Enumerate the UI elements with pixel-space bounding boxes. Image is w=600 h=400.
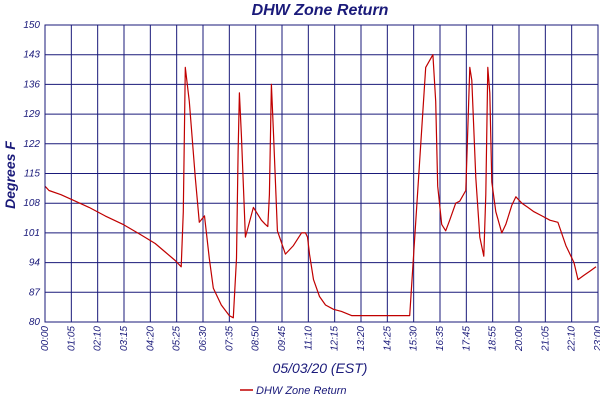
x-tick-label: 09:45 — [277, 326, 288, 351]
y-tick-label: 115 — [24, 169, 40, 180]
plot-frame — [44, 24, 599, 323]
x-tick-label: 08:50 — [251, 326, 262, 351]
x-tick-label: 11:10 — [303, 326, 314, 351]
x-tick-label: 14:25 — [382, 326, 393, 351]
x-tick-label: 12:15 — [330, 326, 341, 351]
x-tick-label: 20:00 — [514, 326, 525, 352]
x-tick-labels: 00:00 01:05 02:10 03:15 04:20 05:25 06:30 07:35… — [40, 326, 600, 352]
grid — [44, 24, 599, 323]
y-tick-label: 108 — [23, 198, 40, 209]
y-tick-label: 101 — [23, 228, 40, 239]
y-tick-label: 80 — [29, 317, 41, 328]
y-tick-label: 136 — [23, 79, 40, 90]
x-tick-label: 13:20 — [356, 326, 367, 351]
x-tick-label: 18:55 — [488, 326, 499, 351]
x-tick-label: 05:25 — [172, 326, 183, 351]
x-tick-label: 00:00 — [40, 326, 51, 351]
y-tick-label: 129 — [23, 109, 40, 120]
y-axis-label: Degrees F — [2, 141, 18, 209]
x-tick-label: 02:10 — [93, 326, 104, 351]
y-tick-label: 150 — [23, 20, 40, 31]
x-tick-label: 06:30 — [198, 326, 209, 351]
series-line-dhw-zone-return — [44, 54, 597, 319]
y-tick-label: 94 — [29, 258, 41, 269]
y-tick-label: 87 — [29, 287, 41, 298]
x-tick-label: 17:45 — [461, 326, 472, 351]
legend: DHW Zone Return — [240, 385, 346, 397]
series-layer — [44, 54, 597, 319]
x-tick-label: 01:05 — [66, 326, 77, 351]
x-tick-label: 15:30 — [409, 326, 420, 351]
x-tick-label: 03:15 — [119, 326, 130, 351]
x-axis-label: 05/03/20 (EST) — [273, 360, 368, 376]
x-tick-label: 04:20 — [145, 326, 156, 351]
y-tick-label: 143 — [23, 50, 40, 61]
x-tick-label: 22:10 — [567, 326, 578, 352]
chart-title: DHW Zone Return — [252, 2, 389, 19]
y-tick-labels: 80 87 94 101 108 115 122 129 136 143 150 — [23, 20, 40, 328]
x-tick-label: 16:35 — [435, 326, 446, 351]
x-tick-label: 23:00 — [593, 326, 600, 352]
y-tick-label: 122 — [23, 139, 40, 150]
x-tick-label: 07:35 — [224, 326, 235, 351]
legend-label: DHW Zone Return — [256, 385, 346, 397]
x-tick-label: 21:05 — [540, 326, 551, 352]
